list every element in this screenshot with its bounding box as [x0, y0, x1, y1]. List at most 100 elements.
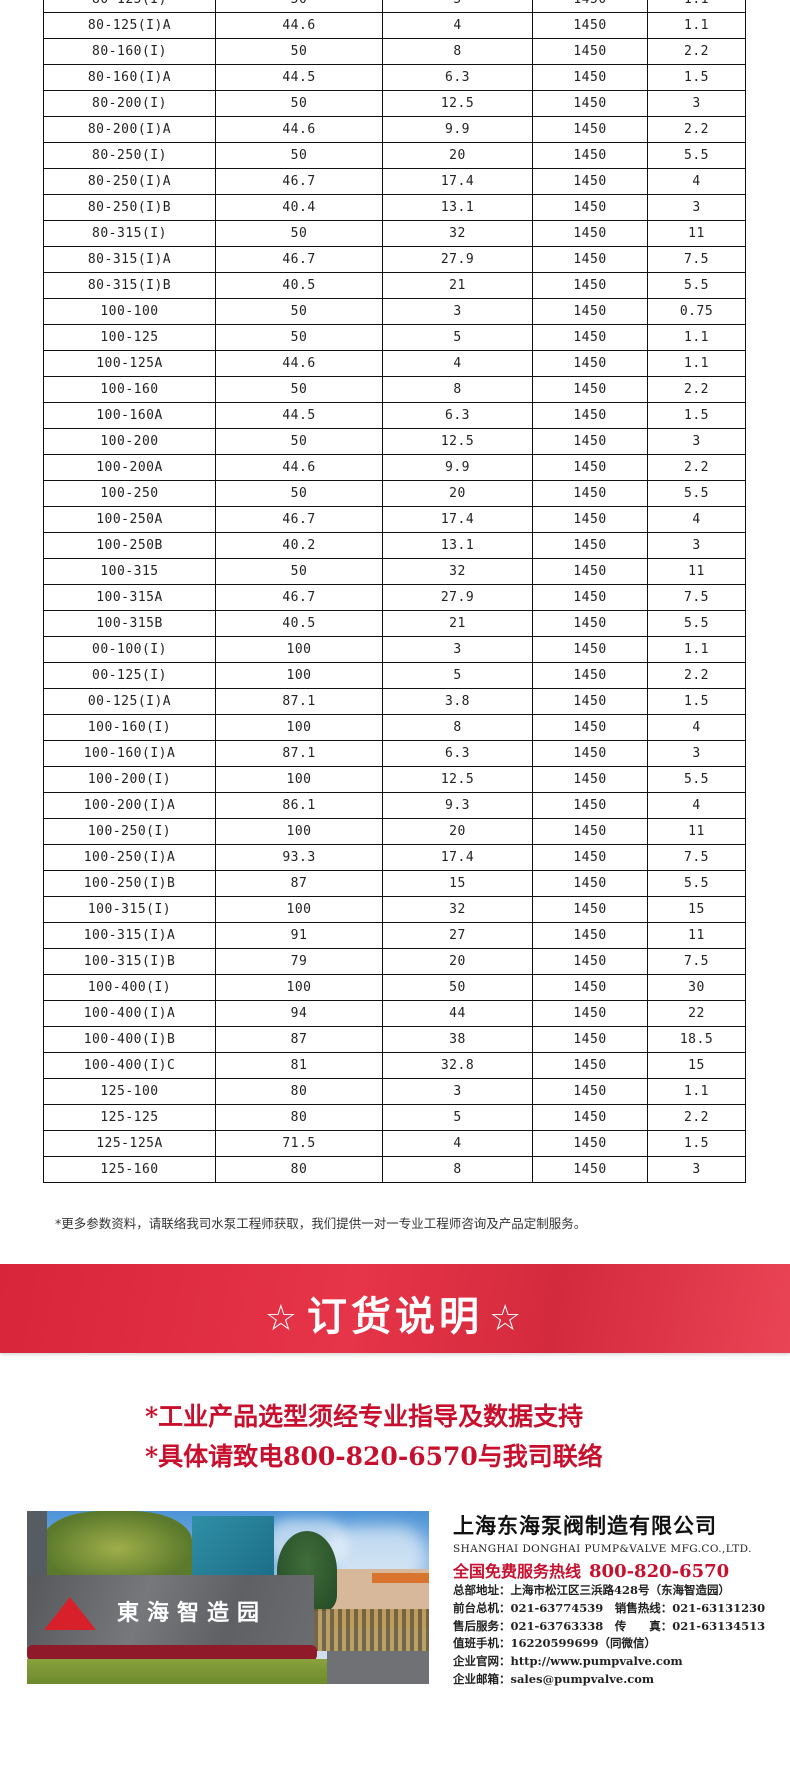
cell-flow: 50: [215, 142, 383, 169]
company-name-en: SHANGHAI DONGHAI PUMP&VALVE MFG.CO.,LTD.: [453, 1543, 752, 1555]
cell-flow: 40.4: [215, 194, 383, 221]
cell-model: 100-315: [43, 558, 216, 585]
cell-power: 4: [647, 714, 746, 741]
cell-power: 11: [647, 558, 746, 585]
cell-power: 5.5: [647, 610, 746, 637]
cell-speed: 1450: [532, 532, 648, 559]
cell-speed: 1450: [532, 402, 648, 429]
table-row: 100-400(I)C 81 32.8 1450 15: [43, 1052, 746, 1079]
cell-head: 3: [382, 636, 533, 663]
cell-head: 17.4: [382, 844, 533, 871]
cell-head: 12.5: [382, 428, 533, 455]
table-row: 100-200A 44.6 9.9 1450 2.2: [43, 454, 746, 481]
cell-model: 125-125: [43, 1104, 216, 1131]
cell-power: 1.5: [647, 402, 746, 429]
cell-head: 4: [382, 350, 533, 377]
cell-power: 1.1: [647, 324, 746, 351]
cell-model: 100-125A: [43, 350, 216, 377]
cell-head: 27.9: [382, 584, 533, 611]
cell-speed: 1450: [532, 922, 648, 949]
table-row: 100-200(I)A 86.1 9.3 1450 4: [43, 792, 746, 819]
cell-power: 5.5: [647, 870, 746, 897]
cell-model: 100-200A: [43, 454, 216, 481]
cell-head: 21: [382, 272, 533, 299]
cell-speed: 1450: [532, 506, 648, 533]
company-website[interactable]: 企业官网：http://www.pumpvalve.com: [453, 1654, 683, 1669]
cell-model: 125-160: [43, 1156, 216, 1183]
company-address: 总部地址：上海市松江区三浜路428号（东海智造园）: [453, 1583, 731, 1597]
cell-speed: 1450: [532, 1104, 648, 1131]
cell-model: 100-250(I): [43, 818, 216, 845]
hotline-number[interactable]: 800-820-6570: [589, 1561, 730, 1582]
cell-model: 100-400(I)A: [43, 1000, 216, 1027]
cell-head: 13.1: [382, 532, 533, 559]
cell-power: 4: [647, 168, 746, 195]
company-email[interactable]: 企业邮箱：sales@pumpvalve.com: [453, 1671, 655, 1686]
cell-flow: 100: [215, 636, 383, 663]
cell-speed: 1450: [532, 38, 648, 65]
cell-speed: 1450: [532, 12, 648, 39]
cell-head: 5: [382, 662, 533, 689]
table-row: 125-125 80 5 1450 2.2: [43, 1104, 746, 1131]
table-row: 100-200 50 12.5 1450 3: [43, 428, 746, 455]
company-logo-icon: [44, 1597, 96, 1630]
cell-power: 2.2: [647, 38, 746, 65]
star-icon: ☆: [489, 1298, 526, 1339]
cell-head: 27.9: [382, 246, 533, 273]
cell-flow: 71.5: [215, 1130, 383, 1157]
cell-flow: 100: [215, 896, 383, 923]
cell-flow: 46.7: [215, 506, 383, 533]
cell-power: 5.5: [647, 480, 746, 507]
cell-model: 100-315(I)B: [43, 948, 216, 975]
cell-model: 00-125(I)A: [43, 688, 216, 715]
cell-flow: 40.2: [215, 532, 383, 559]
cell-head: 6.3: [382, 64, 533, 91]
cell-power: 3: [647, 194, 746, 221]
cell-power: 4: [647, 792, 746, 819]
cell-power: 2.2: [647, 454, 746, 481]
cell-flow: 87: [215, 870, 383, 897]
cell-model: 125-100: [43, 1078, 216, 1105]
cell-head: 3: [382, 1078, 533, 1105]
cell-power: 3: [647, 1156, 746, 1183]
cell-head: 12.5: [382, 90, 533, 117]
cell-head: 4: [382, 12, 533, 39]
cell-flow: 93.3: [215, 844, 383, 871]
cell-flow: 100: [215, 662, 383, 689]
cell-flow: 46.7: [215, 584, 383, 611]
cell-speed: 1450: [532, 64, 648, 91]
cell-power: 2.2: [647, 1104, 746, 1131]
cell-head: 15: [382, 870, 533, 897]
cell-power: 1.1: [647, 0, 746, 13]
table-row: 80-200(I)A 44.6 9.9 1450 2.2: [43, 116, 746, 143]
table-row: 100-315(I)A 91 27 1450 11: [43, 922, 746, 949]
cell-speed: 1450: [532, 194, 648, 221]
table-row: 100-125 50 5 1450 1.1: [43, 324, 746, 351]
cell-model: 100-160: [43, 376, 216, 403]
factory-photo: 東海智造园: [27, 1511, 429, 1684]
cell-head: 5: [382, 0, 533, 13]
cell-power: 1.1: [647, 12, 746, 39]
table-row: 125-125A 71.5 4 1450 1.5: [43, 1130, 746, 1157]
cell-flow: 100: [215, 714, 383, 741]
cell-flow: 87.1: [215, 688, 383, 715]
cell-model: 100-125: [43, 324, 216, 351]
cell-power: 1.5: [647, 1130, 746, 1157]
cell-head: 20: [382, 948, 533, 975]
cell-model: 80-200(I)A: [43, 116, 216, 143]
cell-speed: 1450: [532, 662, 648, 689]
cell-speed: 1450: [532, 1000, 648, 1027]
table-row: 80-315(I)A 46.7 27.9 1450 7.5: [43, 246, 746, 273]
cell-model: 125-125A: [43, 1130, 216, 1157]
cell-flow: 81: [215, 1052, 383, 1079]
cell-model: 100-250(I)A: [43, 844, 216, 871]
cell-speed: 1450: [532, 142, 648, 169]
cell-head: 6.3: [382, 402, 533, 429]
order-line-2: *具体请致电800-820-6570与我司联络: [145, 1442, 603, 1471]
table-row: 80-160(I)A 44.5 6.3 1450 1.5: [43, 64, 746, 91]
banner-title-text: 订货说明: [307, 1294, 483, 1340]
cell-head: 21: [382, 610, 533, 637]
cell-model: 100-160(I)A: [43, 740, 216, 767]
cell-model: 80-125(I): [43, 0, 216, 13]
